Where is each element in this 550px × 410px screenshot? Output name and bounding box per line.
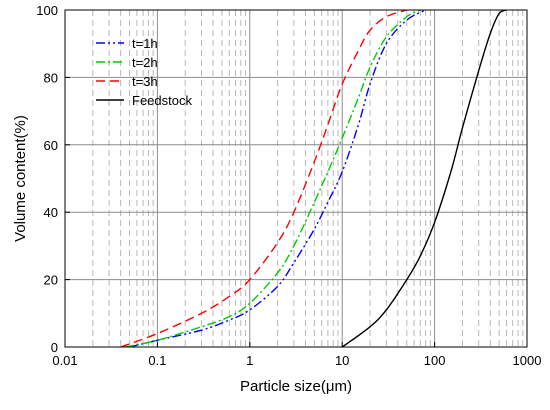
series-line-0 xyxy=(129,9,426,348)
x-tick-label: 1 xyxy=(246,353,253,368)
legend-label-1: t=2h xyxy=(132,55,158,70)
x-tick-label: 1000 xyxy=(513,353,542,368)
plot-frame xyxy=(64,9,528,348)
series-line-3 xyxy=(341,9,507,348)
series-layer xyxy=(120,9,507,348)
y-tick-label: 0 xyxy=(51,340,58,355)
y-tick-label: 60 xyxy=(44,138,58,153)
x-tick-label: 10 xyxy=(335,353,349,368)
x-tick-label: 100 xyxy=(424,353,446,368)
ticks xyxy=(64,9,528,348)
x-tick-label: 0.1 xyxy=(148,353,166,368)
x-tick-label: 0.01 xyxy=(52,353,77,368)
legend: t=1h t=2h t=3h Feedstock xyxy=(96,36,192,108)
y-tick-label: 100 xyxy=(36,3,58,18)
series-line-1 xyxy=(125,9,421,348)
x-axis-title: Particle size(μm) xyxy=(240,378,352,395)
legend-label-2: t=3h xyxy=(132,74,158,89)
y-tick-label: 20 xyxy=(44,273,58,288)
y-tick-label: 80 xyxy=(44,70,58,85)
legend-label-0: t=1h xyxy=(132,36,158,51)
series-line-2 xyxy=(120,9,407,348)
y-axis-title: Volume content(%) xyxy=(12,115,29,242)
tick-labels: 0.01 0.1 1 10 100 1000 0 20 40 60 80 100 xyxy=(36,3,541,368)
legend-label-3: Feedstock xyxy=(132,93,192,108)
y-tick-label: 40 xyxy=(44,205,58,220)
